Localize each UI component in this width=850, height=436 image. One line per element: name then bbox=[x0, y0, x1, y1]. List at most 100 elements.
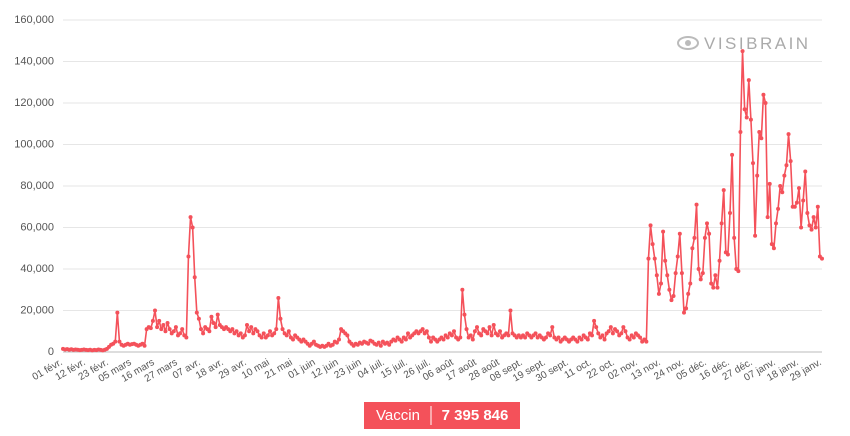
data-point bbox=[665, 273, 670, 278]
data-point bbox=[797, 186, 801, 191]
data-point bbox=[715, 285, 720, 290]
data-point bbox=[711, 285, 716, 290]
data-point bbox=[707, 231, 712, 236]
data-point bbox=[696, 267, 701, 271]
data-point bbox=[663, 258, 668, 263]
data-point bbox=[738, 130, 743, 135]
data-point bbox=[523, 335, 528, 340]
data-point bbox=[594, 325, 599, 330]
badge: Vaccin 7 395 846 bbox=[364, 402, 520, 429]
data-point bbox=[265, 333, 270, 338]
data-point bbox=[627, 337, 632, 342]
data-point bbox=[661, 229, 666, 234]
data-point bbox=[508, 308, 513, 313]
data-point bbox=[803, 169, 808, 174]
data-point bbox=[767, 181, 772, 186]
data-point bbox=[495, 333, 500, 338]
data-point bbox=[464, 327, 469, 332]
data-point bbox=[113, 339, 118, 344]
data-point bbox=[742, 107, 747, 112]
data-point bbox=[286, 329, 291, 334]
data-point bbox=[393, 338, 398, 343]
data-point bbox=[238, 331, 243, 336]
data-point bbox=[621, 325, 626, 330]
data-point bbox=[671, 293, 676, 298]
data-point bbox=[376, 340, 381, 345]
data-point bbox=[207, 329, 212, 334]
data-point bbox=[813, 225, 818, 230]
data-point bbox=[420, 327, 425, 332]
data-point bbox=[682, 310, 686, 315]
data-point bbox=[820, 256, 824, 261]
data-point bbox=[278, 316, 283, 321]
data-point bbox=[623, 329, 628, 334]
data-point bbox=[163, 329, 168, 334]
data-point bbox=[590, 333, 594, 338]
data-point bbox=[650, 242, 655, 247]
data-point bbox=[458, 335, 463, 340]
data-point bbox=[201, 331, 206, 336]
data-point bbox=[575, 339, 580, 344]
data-point bbox=[213, 325, 218, 330]
data-point bbox=[669, 298, 674, 303]
data-point bbox=[809, 227, 814, 232]
data-point bbox=[688, 281, 693, 286]
data-point bbox=[792, 204, 797, 209]
data-point bbox=[694, 202, 699, 207]
data-point bbox=[550, 325, 555, 330]
y-tick-label: 20,000 bbox=[20, 304, 54, 316]
data-point bbox=[345, 333, 350, 338]
data-point bbox=[334, 340, 339, 345]
data-point bbox=[387, 342, 392, 347]
data-point bbox=[441, 337, 446, 342]
data-point bbox=[165, 320, 170, 325]
data-point bbox=[378, 343, 383, 348]
data-point bbox=[679, 271, 684, 276]
data-point bbox=[700, 271, 705, 276]
data-point bbox=[173, 325, 178, 330]
data-point bbox=[155, 325, 160, 330]
data-point bbox=[211, 320, 216, 325]
data-point bbox=[479, 333, 484, 338]
data-point bbox=[280, 327, 285, 332]
data-point bbox=[801, 198, 806, 203]
data-point bbox=[215, 312, 220, 317]
y-tick-label: 100,000 bbox=[14, 138, 54, 150]
data-point bbox=[794, 200, 799, 205]
data-point bbox=[186, 254, 191, 259]
y-tick-label: 80,000 bbox=[20, 180, 54, 192]
data-point bbox=[330, 342, 335, 347]
data-point bbox=[544, 335, 548, 340]
data-point bbox=[771, 246, 776, 251]
data-point bbox=[261, 331, 266, 336]
data-point bbox=[652, 256, 657, 261]
logo-text: VISIBRAIN bbox=[704, 34, 811, 53]
data-point bbox=[242, 333, 247, 338]
data-point bbox=[778, 184, 783, 188]
data-point bbox=[690, 246, 695, 251]
y-tick-label: 60,000 bbox=[20, 221, 54, 233]
data-point bbox=[709, 281, 714, 286]
data-point bbox=[475, 325, 479, 330]
data-point bbox=[449, 333, 454, 338]
data-point bbox=[619, 331, 624, 336]
data-point bbox=[247, 329, 252, 334]
data-point bbox=[337, 337, 341, 342]
badge-total: 7 395 846 bbox=[442, 407, 509, 424]
data-point bbox=[268, 329, 272, 334]
data-point bbox=[769, 242, 774, 247]
data-point bbox=[659, 281, 663, 286]
data-point bbox=[736, 269, 741, 274]
data-point bbox=[675, 254, 680, 259]
data-point bbox=[631, 335, 636, 340]
data-point bbox=[744, 115, 749, 120]
data-point bbox=[719, 221, 724, 226]
data-point bbox=[199, 327, 203, 332]
data-point bbox=[184, 335, 189, 340]
data-point bbox=[234, 329, 239, 334]
data-point bbox=[596, 331, 601, 336]
data-point bbox=[403, 337, 408, 342]
data-point bbox=[157, 318, 162, 323]
logo-eye bbox=[677, 36, 699, 50]
